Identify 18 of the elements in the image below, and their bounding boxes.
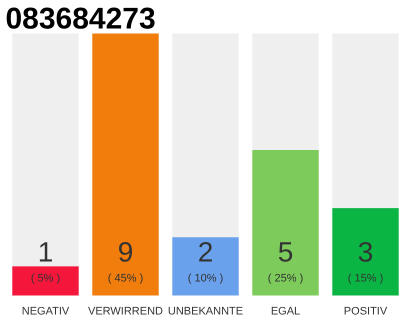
annotation: 1	[38, 236, 54, 268]
data-label: ( 15% )	[348, 272, 384, 284]
annotation: 3	[358, 236, 374, 268]
x-tick-label: POSITIV	[344, 306, 388, 318]
chart-title: 083684273	[6, 2, 156, 36]
x-tick-label: UNBEKANNTE	[168, 306, 244, 318]
data-label: ( 25% )	[268, 272, 304, 284]
annotation: 5	[278, 236, 294, 268]
annotation: 2	[198, 236, 214, 268]
data-label: ( 45% )	[108, 272, 144, 284]
x-tick-label: EGAL	[270, 306, 300, 318]
annotation: 9	[118, 236, 134, 268]
x-tick-label: NEGATIV	[22, 306, 70, 318]
data-label: ( 10% )	[188, 272, 224, 284]
bar	[172, 237, 239, 296]
bar	[12, 266, 79, 296]
x-tick-label: VERWIRREND	[88, 306, 164, 318]
data-label: ( 5% )	[30, 272, 60, 284]
